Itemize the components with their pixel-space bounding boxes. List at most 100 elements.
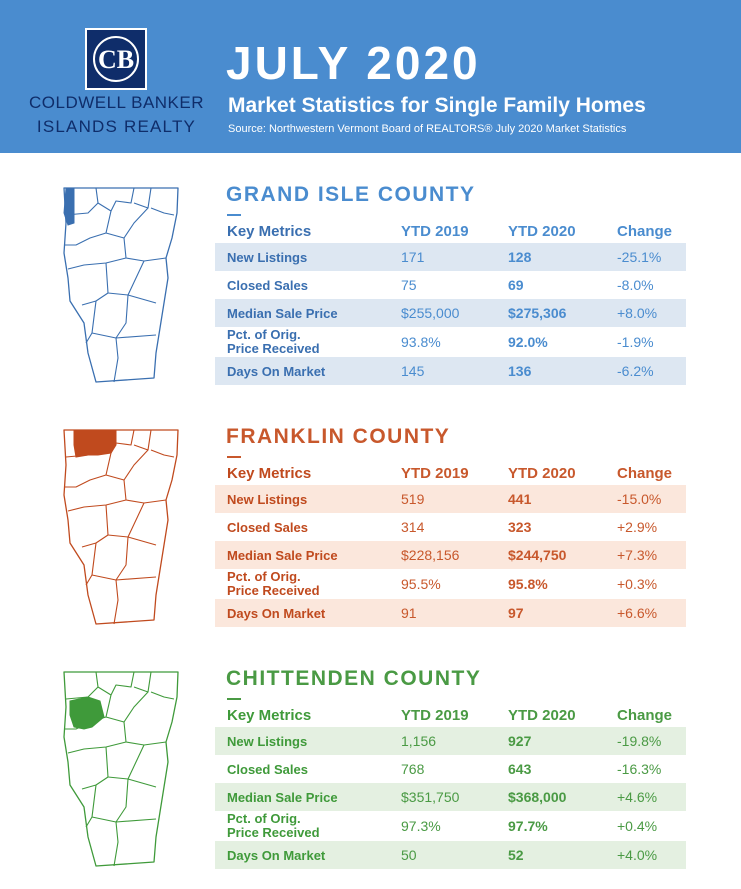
table-cell-change: +2.9% (617, 519, 658, 535)
table-row: Pct. of Orig. Price Received 97.3% 97.7% +0.… (215, 811, 686, 841)
table-cell-ytd2020: 128 (508, 249, 532, 265)
table-cell-change: -25.1% (617, 249, 662, 265)
table-cell-metric: Days On Market (227, 847, 326, 863)
table-cell-ytd2020: 95.8% (508, 576, 548, 592)
table-cell-ytd2020: 643 (508, 761, 532, 777)
table-cell-ytd2019: 768 (401, 761, 425, 777)
table-row: Days On Market 50 52 +4.0% (215, 841, 686, 869)
table-cell-ytd2020: 97 (508, 605, 524, 621)
coldwell-banker-logo: CB (85, 28, 147, 90)
table-cell-change: +7.3% (617, 547, 658, 563)
table-cell-metric: Days On Market (227, 605, 326, 621)
page-subtitle: Market Statistics for Single Family Home… (228, 94, 646, 117)
table-cell-ytd2019: $228,156 (401, 547, 460, 563)
table-row: New Listings 171 128 -25.1% (215, 243, 686, 271)
table-header-cell: Key Metrics (227, 222, 312, 240)
table-cell-ytd2019: 50 (401, 847, 417, 863)
table-cell-ytd2019: $255,000 (401, 305, 460, 321)
table-cell-change: -8.0% (617, 277, 654, 293)
metric-label-line: Price Received (227, 583, 320, 598)
table-header-cell: YTD 2020 (508, 706, 576, 724)
vermont-county-map (56, 667, 186, 877)
table-cell-ytd2020: 136 (508, 363, 532, 379)
table-cell-ytd2019: 314 (401, 519, 425, 535)
table-cell-ytd2019: 519 (401, 491, 425, 507)
table-cell-change: -19.8% (617, 733, 662, 749)
table-cell-metric: Median Sale Price (227, 789, 338, 805)
table-cell-metric: Median Sale Price (227, 305, 338, 321)
table-header-cell: Key Metrics (227, 464, 312, 482)
metric-label-line: Price Received (227, 825, 320, 840)
table-cell-ytd2020: 97.7% (508, 818, 548, 834)
table-row: Median Sale Price $255,000 $275,306 +8.0% (215, 299, 686, 327)
table-row: Median Sale Price $228,156 $244,750 +7.3% (215, 541, 686, 569)
brand-name-line2: ISLANDS REALTY (36, 117, 197, 136)
table-cell-change: -16.3% (617, 761, 662, 777)
table-header-cell: YTD 2020 (508, 222, 576, 240)
table-cell-metric: Closed Sales (227, 761, 308, 777)
source-note: Source: Northwestern Vermont Board of RE… (228, 123, 627, 135)
table-cell-change: +8.0% (617, 305, 658, 321)
table-header-cell: Change (617, 222, 673, 240)
table-cell-metric: Pct. of Orig. Price Received (227, 569, 320, 599)
table-cell-ytd2019: 145 (401, 363, 425, 379)
table-header-cell: Change (617, 706, 673, 724)
metric-label-line: Pct. of Orig. (227, 327, 301, 342)
metric-label-line: Pct. of Orig. (227, 811, 301, 826)
table-cell-ytd2020: $244,750 (508, 547, 567, 563)
table-row: Closed Sales 314 323 +2.9% (215, 513, 686, 541)
table-header-cell: YTD 2019 (401, 706, 469, 724)
table-cell-change: +6.6% (617, 605, 658, 621)
table-row: Pct. of Orig. Price Received 93.8% 92.0% -1.… (215, 327, 686, 357)
metric-label: Pct. of Orig. Price Received (227, 328, 320, 356)
table-header-cell: YTD 2020 (508, 464, 576, 482)
brand-name-line1: COLDWELL BANKER (28, 93, 205, 112)
table-cell-ytd2020: 52 (508, 847, 524, 863)
table-cell-ytd2020: 927 (508, 733, 532, 749)
table-cell-ytd2020: 323 (508, 519, 532, 535)
county-title: CHITTENDEN COUNTY (226, 667, 482, 690)
title-underline (227, 214, 241, 216)
county-section: CHITTENDEN COUNTY Key Metrics YTD 2019 YTD … (0, 667, 741, 887)
table-row: Closed Sales 768 643 -16.3% (215, 755, 686, 783)
table-header-cell: Change (617, 464, 673, 482)
table-cell-ytd2019: 75 (401, 277, 417, 293)
table-cell-change: -15.0% (617, 491, 662, 507)
vermont-county-map (56, 425, 186, 635)
table-cell-metric: Pct. of Orig. Price Received (227, 811, 320, 841)
table-row: Pct. of Orig. Price Received 95.5% 95.8% +0.… (215, 569, 686, 599)
table-cell-change: -1.9% (617, 334, 654, 350)
page-title: JULY 2020 (226, 37, 481, 89)
table-cell-ytd2019: 91 (401, 605, 417, 621)
vermont-county-map (56, 183, 186, 393)
table-cell-metric: New Listings (227, 733, 308, 749)
table-cell-ytd2019: 97.3% (401, 818, 441, 834)
table-cell-metric: Days On Market (227, 363, 326, 379)
title-underline (227, 698, 241, 700)
county-title: GRAND ISLE COUNTY (226, 183, 476, 206)
metric-label: Pct. of Orig. Price Received (227, 812, 320, 840)
table-cell-ytd2019: 95.5% (401, 576, 441, 592)
table-cell-ytd2019: $351,750 (401, 789, 460, 805)
county-section: GRAND ISLE COUNTY Key Metrics YTD 2019 YTD … (0, 183, 741, 403)
table-header-row: Key Metrics YTD 2019 YTD 2020 Change (215, 219, 686, 243)
table-cell-ytd2019: 171 (401, 249, 425, 265)
table-header-row: Key Metrics YTD 2019 YTD 2020 Change (215, 703, 686, 727)
table-row: Days On Market 145 136 -6.2% (215, 357, 686, 385)
metrics-table: Key Metrics YTD 2019 YTD 2020 Change New Lis… (215, 461, 686, 627)
table-cell-ytd2019: 93.8% (401, 334, 441, 350)
table-cell-metric: Closed Sales (227, 277, 308, 293)
county-section: FRANKLIN COUNTY Key Metrics YTD 2019 YTD 20… (0, 425, 741, 645)
table-cell-change: +0.3% (617, 576, 658, 592)
table-cell-metric: New Listings (227, 249, 308, 265)
table-cell-metric: Pct. of Orig. Price Received (227, 327, 320, 357)
metric-label-line: Price Received (227, 341, 320, 356)
table-cell-ytd2020: 92.0% (508, 334, 548, 350)
table-cell-metric: Closed Sales (227, 519, 308, 535)
title-underline (227, 456, 241, 458)
metric-label-line: Pct. of Orig. (227, 569, 301, 584)
metric-label: Pct. of Orig. Price Received (227, 570, 320, 598)
table-row: Median Sale Price $351,750 $368,000 +4.6% (215, 783, 686, 811)
table-row: New Listings 519 441 -15.0% (215, 485, 686, 513)
table-cell-metric: New Listings (227, 491, 308, 507)
